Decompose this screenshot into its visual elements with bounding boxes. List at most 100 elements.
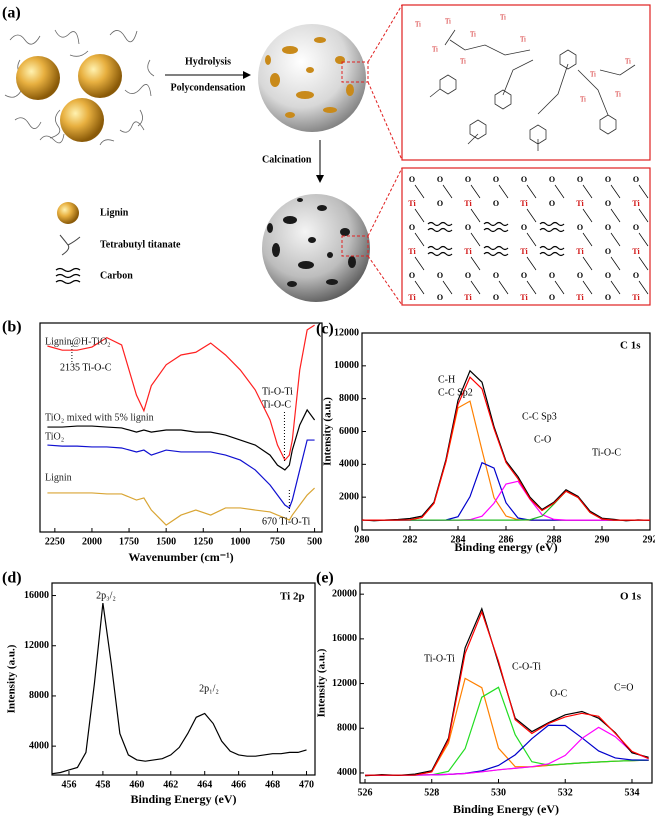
o-atom: O — [577, 223, 583, 232]
bond — [442, 184, 453, 199]
ti-atom: Ti — [464, 199, 472, 208]
panel-label: (e) — [316, 570, 334, 587]
bond — [414, 256, 425, 271]
x-tick-label: 282 — [403, 534, 418, 545]
annotation: Ti-O-C — [592, 447, 621, 458]
legend-label: Tetrabutyl titanate — [100, 239, 181, 250]
o-atom: O — [549, 271, 555, 280]
plot-frame — [39, 322, 323, 533]
bond — [470, 256, 481, 271]
x-tick-label: 526 — [358, 787, 373, 798]
carbon — [539, 245, 565, 257]
o-atom: O — [577, 271, 583, 280]
o-atom: O — [605, 293, 611, 302]
o-atom: O — [493, 293, 499, 302]
carbon — [427, 245, 453, 257]
y-tick-label: 0 — [354, 524, 359, 535]
annotation: C 1s — [620, 340, 641, 352]
carbon — [483, 221, 509, 233]
bond — [582, 232, 593, 247]
y-axis-label: Intensity (a.u.) — [322, 397, 334, 466]
o-atom: O — [549, 175, 555, 184]
series-line — [365, 610, 649, 776]
y-tick-label: 12000 — [334, 327, 359, 338]
y-tick-label: 12000 — [332, 678, 357, 689]
annotation: C=O — [614, 682, 634, 693]
bond — [582, 256, 593, 271]
x-tick-label: 2250 — [45, 536, 65, 547]
chart: (c) 280 282 284 286 288 290 292 0 2000 4000 6000 800… — [316, 321, 655, 554]
o-atom: O — [605, 223, 611, 232]
bond — [526, 256, 537, 271]
annotation: C-O — [534, 434, 551, 445]
o-atom: O — [493, 175, 499, 184]
legend-label: Lignin — [100, 207, 129, 218]
ti-atom: Ti — [576, 293, 584, 302]
ti-atom: Ti — [520, 247, 528, 256]
series-line — [365, 724, 649, 776]
ti-label: Ti — [460, 58, 466, 66]
x-tick-label: 1250 — [193, 536, 213, 547]
o-atom: O — [521, 271, 527, 280]
y-tick-label: 4000 — [339, 459, 359, 470]
panel-label: (a) — [2, 5, 21, 22]
annotation: Ti-O-C — [262, 399, 291, 410]
o-atom: O — [549, 293, 555, 302]
annotation: 670 Ti-O-Ti — [262, 516, 310, 527]
bond — [638, 280, 649, 295]
bond — [638, 184, 649, 199]
x-tick-label: 284 — [451, 534, 466, 545]
o-atom: O — [465, 175, 471, 184]
ti-label: Ti — [580, 96, 586, 104]
bond — [554, 280, 565, 295]
x-tick-label: 1500 — [156, 536, 176, 547]
zoom-box — [341, 61, 369, 83]
annotation: Ti-O-Ti — [262, 386, 293, 397]
ti-label: Ti — [445, 18, 451, 26]
series-label: Lignin@H-TiO₂ — [45, 336, 111, 347]
ti-atom: Ti — [408, 247, 416, 256]
bond — [638, 208, 649, 223]
bond — [414, 232, 425, 247]
y-tick-label: 4000 — [337, 767, 357, 778]
step-label: Calcination — [262, 154, 312, 165]
y-tick-label: 2000 — [339, 491, 359, 502]
bond — [526, 208, 537, 223]
bond — [638, 256, 649, 271]
annotation: C-C Sp2 — [438, 387, 473, 398]
ti-atom: Ti — [632, 293, 640, 302]
carbon — [483, 245, 509, 257]
x-tick-label: 464 — [197, 779, 212, 790]
series-label: TiO₂ — [45, 431, 64, 442]
y-tick-label: 8000 — [337, 723, 357, 734]
carbon — [539, 221, 565, 233]
x-tick-label: 456 — [61, 779, 76, 790]
o-atom: O — [521, 175, 527, 184]
plot-frame — [359, 582, 653, 784]
o-atom: O — [465, 223, 471, 232]
bond — [526, 280, 537, 295]
annotation: 2p₁/₂ — [199, 683, 219, 694]
y-tick-label: 8000 — [29, 690, 49, 701]
series-line — [365, 726, 649, 776]
o-atom: O — [605, 247, 611, 256]
y-tick-label: 16000 — [332, 633, 357, 644]
o-atom: O — [605, 175, 611, 184]
y-tick-label: 6000 — [339, 426, 359, 437]
bond — [610, 208, 621, 223]
bond — [414, 208, 425, 223]
x-axis-label: Binding energy (eV) — [454, 540, 557, 554]
panel-label: (c) — [316, 321, 334, 338]
series-label: TiO₂ mixed with 5% lignin — [45, 412, 154, 423]
x-tick-label: 280 — [355, 534, 370, 545]
bond — [610, 280, 621, 295]
carbon — [427, 221, 453, 233]
y-tick-label: 10000 — [334, 360, 359, 371]
bond — [582, 280, 593, 295]
bond — [414, 184, 425, 199]
o-atom: O — [605, 271, 611, 280]
annotation: 2p₃/₂ — [96, 590, 116, 601]
panel-label: (b) — [2, 319, 22, 336]
bond — [498, 184, 509, 199]
